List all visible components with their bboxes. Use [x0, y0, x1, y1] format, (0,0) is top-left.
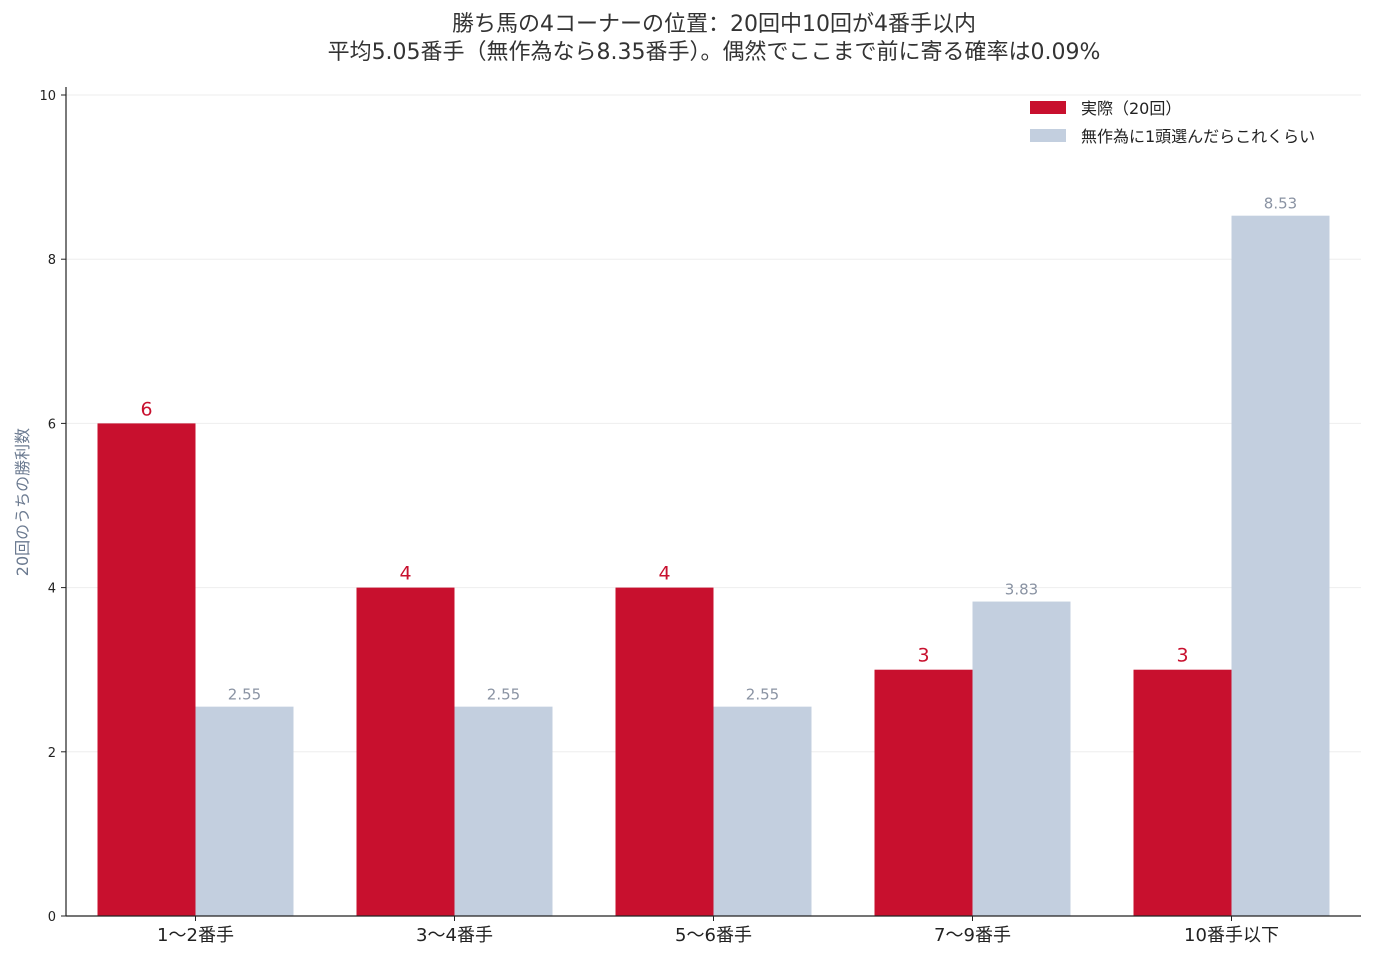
x-tick-label: 10番手以下 — [1184, 925, 1279, 946]
bar-actual — [874, 669, 973, 916]
bar-random — [713, 706, 812, 916]
bar-random — [454, 706, 553, 916]
bar-actual — [615, 587, 714, 916]
data-label-random: 2.55 — [228, 686, 261, 704]
x-tick-label: 7〜9番手 — [934, 925, 1011, 946]
bar-actual — [1133, 669, 1232, 916]
x-tick-label: 1〜2番手 — [157, 925, 234, 946]
x-tick-label: 3〜4番手 — [416, 925, 493, 946]
legend: 実際（20回） 無作為に1頭選んだらこれくらい — [1030, 99, 1315, 146]
legend-label: 実際（20回） — [1081, 99, 1181, 118]
data-label-actual: 4 — [399, 563, 411, 585]
data-label-random: 2.55 — [746, 686, 779, 704]
bar-random — [972, 601, 1071, 916]
chart-subtitle: 平均5.05番手（無作為なら8.35番手）。偶然でここまで前に寄る確率は0.09… — [328, 40, 1101, 65]
chart-title: 勝ち馬の4コーナーの位置：20回中10回が4番手以内 — [452, 12, 976, 37]
y-tick-label: 8 — [48, 253, 56, 268]
data-label-actual: 3 — [1176, 645, 1188, 667]
legend-swatch — [1030, 129, 1066, 142]
y-tick-label: 6 — [48, 417, 56, 432]
data-label-random: 8.53 — [1264, 195, 1297, 213]
bar-random — [195, 706, 294, 916]
y-tick-label: 10 — [39, 89, 56, 104]
bars — [97, 215, 1330, 916]
data-labels: 6 2.55 4 2.55 4 2.55 3 3.83 3 8.53 — [140, 195, 1297, 704]
y-tick-label: 2 — [48, 746, 56, 761]
y-axis-label: 20回のうちの勝利数 — [13, 428, 32, 576]
bar-random — [1231, 215, 1330, 916]
legend-label: 無作為に1頭選んだらこれくらい — [1081, 127, 1315, 146]
bar-actual — [97, 423, 196, 916]
legend-swatch — [1030, 101, 1066, 114]
data-label-actual: 4 — [658, 563, 670, 585]
y-tick-label: 0 — [48, 910, 56, 925]
data-label-random: 2.55 — [487, 686, 520, 704]
data-label-actual: 3 — [917, 645, 929, 667]
axes: 0 2 4 6 8 10 1〜2番手 3〜4番手 5〜6番手 7〜9番手 10番手以下 — [39, 87, 1361, 946]
y-tick-label: 4 — [48, 582, 56, 597]
x-tick-label: 5〜6番手 — [675, 925, 752, 946]
data-label-actual: 6 — [140, 398, 152, 420]
data-label-random: 3.83 — [1005, 581, 1038, 599]
bar-actual — [356, 587, 455, 916]
